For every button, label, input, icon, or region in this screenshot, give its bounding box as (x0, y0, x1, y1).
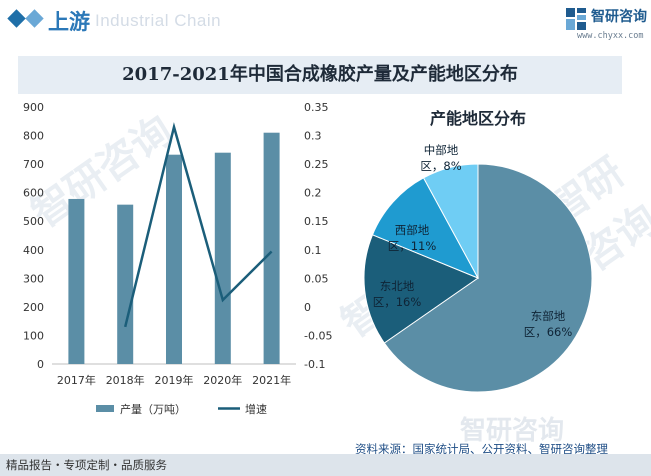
y2-tick-label: 0 (304, 301, 311, 314)
x-tick-label: 2017年 (57, 373, 96, 387)
pie-title: 产能地区分布 (430, 109, 526, 128)
pie-label: 区，16% (373, 295, 422, 309)
chart-title-bar: 2017-2021年中国合成橡胶产量及产能地区分布 (18, 56, 622, 94)
section-title: 上游 (48, 10, 90, 34)
y-tick-label: 0 (37, 358, 44, 371)
brand-name: 智研咨询 (591, 9, 647, 25)
pie-slice (422, 163, 479, 279)
y2-tick-label: 0.2 (304, 187, 322, 200)
y2-tick-label: 0.15 (304, 215, 329, 228)
line-growth-rate (123, 122, 273, 328)
y2-tick-label: -0.1 (304, 358, 325, 371)
pie-label: 东北地 (380, 279, 415, 293)
y-tick-label: 200 (23, 301, 44, 314)
brand-logo-icon (566, 8, 586, 30)
pie-label: 区，66% (524, 325, 573, 339)
y-tick-label: 700 (23, 158, 44, 171)
slogan: 精品报告・专项定制・品质服务 (6, 458, 167, 472)
bottom-bar: 精品报告・专项定制・品质服务 (0, 454, 651, 476)
legend-swatch-bar (96, 405, 114, 412)
y-tick-label: 900 (23, 101, 44, 114)
y-tick-label: 400 (23, 244, 44, 257)
bar-production (166, 154, 182, 364)
x-tick-label: 2021年 (252, 373, 291, 387)
footer-watermark: 智研咨询 (460, 416, 565, 446)
legend-label: 产量（万吨） (120, 402, 186, 416)
pie-label: 中部地 (424, 143, 459, 157)
brand-url: www.chyxx.com (577, 31, 644, 41)
pie-label: 东部地 (531, 309, 566, 323)
y2-tick-label: -0.05 (304, 329, 332, 342)
pie-slice (371, 177, 480, 279)
pie-label: 西部地 (395, 223, 430, 237)
y2-tick-label: 0.1 (304, 244, 322, 257)
x-tick-label: 2018年 (106, 373, 145, 387)
y2-tick-label: 0.35 (304, 101, 329, 114)
y2-tick-label: 0.05 (304, 272, 329, 285)
pie-label: 区，11% (388, 239, 437, 253)
y-tick-label: 100 (23, 329, 44, 342)
legend-label: 增速 (245, 402, 267, 416)
y2-tick-label: 0.3 (304, 130, 322, 143)
bar-production (117, 204, 134, 364)
x-tick-label: 2020年 (203, 373, 242, 387)
y-tick-label: 800 (23, 130, 44, 143)
bar-production (68, 198, 85, 364)
pie-label: 区，8% (420, 159, 461, 173)
data-source: 资料来源：国家统计局、公开资料、智研咨询整理 (355, 442, 608, 456)
bar-production (263, 132, 280, 364)
header-bar: 上游 Industrial Chain 智研咨询 www.chyxx.com (0, 0, 651, 46)
y-tick-label: 300 (23, 272, 44, 285)
x-tick-label: 2019年 (155, 373, 194, 387)
bar-production (214, 152, 231, 364)
y-tick-label: 500 (23, 215, 44, 228)
industrial-chain-watermark: Industrial Chain (95, 11, 222, 30)
y-tick-label: 600 (23, 187, 44, 200)
y2-tick-label: 0.25 (304, 158, 329, 171)
chart-title: 2017-2021年中国合成橡胶产量及产能地区分布 (122, 64, 518, 85)
pie-slice (383, 163, 593, 393)
pie-slice (363, 234, 480, 344)
